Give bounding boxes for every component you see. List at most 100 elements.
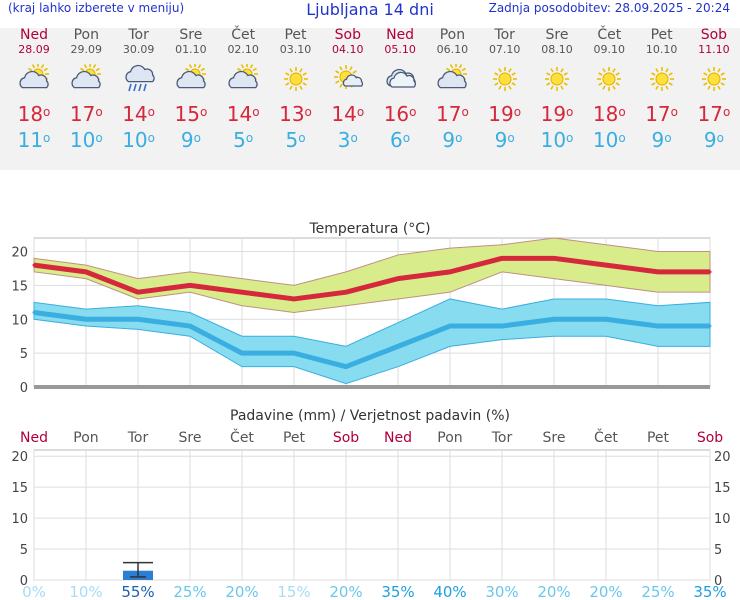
- sun-ray: [717, 68, 721, 73]
- sun-ray: [188, 64, 193, 69]
- degree-mark: o: [252, 105, 260, 119]
- min-temperature-point: [396, 344, 400, 348]
- min-temperature-point: [292, 351, 296, 355]
- sun-ray: [598, 72, 603, 76]
- page-title: Ljubljana 14 dni: [306, 0, 434, 19]
- precipitation-probability: 20%: [329, 583, 362, 600]
- min-temperature-point: [240, 351, 244, 355]
- x-tick-label: Ned: [20, 430, 48, 446]
- degree-mark: o: [402, 131, 411, 145]
- max-temperature-value: 17: [697, 102, 723, 126]
- degree-mark: o: [507, 131, 515, 145]
- max-temperature-line: [33, 255, 710, 302]
- forecast-day: Tor 07.10 19o 9o: [479, 28, 531, 154]
- degree-mark: o: [461, 105, 469, 119]
- min-temperature: 6o: [374, 126, 426, 154]
- cloud-sun-icon: [176, 64, 206, 89]
- degree-mark: o: [409, 105, 417, 119]
- x-tick-label: Sob: [697, 430, 723, 446]
- sun-ray: [298, 68, 303, 73]
- day-date: 02.10: [227, 43, 259, 56]
- sun-ray: [720, 82, 725, 86]
- day-date: 05.10: [384, 43, 416, 56]
- degree-mark: o: [356, 105, 365, 119]
- sun-ray: [664, 85, 669, 90]
- min-temperature-value: 9: [494, 128, 508, 152]
- min-temperature: 10o: [60, 126, 112, 154]
- sun-ray: [560, 85, 564, 90]
- cloud-shape: [342, 74, 363, 87]
- sun-ray: [703, 82, 708, 86]
- sun-ray: [511, 72, 516, 76]
- y-tick-label-right: 10: [714, 512, 731, 527]
- day-name: Pet: [284, 27, 307, 43]
- sun-ray: [707, 85, 711, 90]
- degree-mark: o: [199, 105, 208, 119]
- forecast-day: Tor 30.09 14o 10o: [113, 28, 165, 154]
- degree-mark: o: [664, 131, 672, 145]
- max-temperature-value: 19: [488, 102, 514, 126]
- degree-mark: o: [716, 131, 724, 145]
- day-name: Tor: [494, 27, 515, 43]
- degree-mark: o: [722, 105, 731, 119]
- min-temperature-value: 9: [180, 128, 194, 152]
- min-temperature-point: [708, 324, 712, 328]
- max-temperature-point: [188, 283, 192, 287]
- sun-ray: [84, 64, 88, 69]
- y-tick-label: 10: [11, 313, 28, 328]
- min-temperature-value: 10: [69, 128, 96, 152]
- max-temperature-value: 18: [592, 102, 619, 126]
- day-name: Tor: [128, 27, 149, 43]
- max-temperature-point: [292, 297, 296, 301]
- max-temperature-value: 17: [69, 102, 96, 126]
- forecast-day: Pon 06.10 17o 9o: [426, 28, 478, 154]
- day-date: 06.10: [436, 43, 469, 56]
- cloud-sun-icon: [437, 64, 468, 89]
- day-name: Pon: [439, 27, 466, 43]
- sun-ray: [654, 68, 659, 73]
- max-temperature: 14o: [322, 102, 374, 126]
- min-temperature-value: 9: [703, 128, 717, 152]
- day-name: Ned: [386, 27, 415, 43]
- max-temperature-point: [448, 270, 452, 274]
- forecast-day: Pon 29.09 17o 10o: [60, 28, 112, 154]
- degree-mark: o: [298, 131, 306, 145]
- sun-ray: [43, 67, 48, 72]
- y-tick-label-right: 15: [714, 481, 731, 496]
- sun-ray: [302, 72, 307, 76]
- sun-ray: [184, 67, 190, 72]
- min-temperature-point: [500, 324, 504, 328]
- sun-icon: [701, 67, 726, 91]
- min-temperature-value: 10: [122, 128, 148, 152]
- location-note[interactable]: (kraj lahko izberete v meniju): [8, 1, 185, 15]
- sun-disc: [550, 72, 564, 86]
- precipitation-probability: 0%: [22, 583, 46, 600]
- sun-ray: [560, 68, 564, 73]
- sun-ray: [563, 72, 568, 76]
- min-temperature: 9o: [636, 126, 688, 154]
- min-temperature-point: [344, 365, 348, 369]
- y-tick-label-left: 0: [20, 574, 28, 589]
- max-temperature-point: [32, 263, 36, 267]
- degree-mark: o: [43, 131, 51, 145]
- min-temperature-value: 11: [17, 128, 44, 152]
- cloud-sun-icon: [228, 64, 259, 89]
- sun-ray: [668, 72, 673, 76]
- max-temperature-point: [136, 290, 140, 294]
- forecast-day: Čet 02.10 14o 5o: [217, 28, 269, 154]
- max-temperature-point: [500, 256, 504, 260]
- sun-ray: [703, 72, 708, 76]
- sun-ray: [352, 70, 357, 74]
- min-temperature-point: [552, 317, 556, 321]
- forecast-day: Sre 01.10 15o 9o: [165, 28, 217, 154]
- day-name: Pet: [650, 27, 673, 43]
- degree-mark: o: [147, 105, 155, 119]
- cloud-sun-icon: [71, 64, 102, 89]
- max-temperature: 17o: [636, 102, 688, 126]
- max-temperature-value: 17: [645, 102, 671, 126]
- min-temperature-value: 9: [442, 128, 456, 152]
- x-tick-label: Tor: [491, 430, 513, 446]
- min-temperature: 3o: [322, 126, 374, 154]
- precipitation-chart: Padavine (mm) / Verjetnost padavin (%) Ne…: [11, 408, 731, 600]
